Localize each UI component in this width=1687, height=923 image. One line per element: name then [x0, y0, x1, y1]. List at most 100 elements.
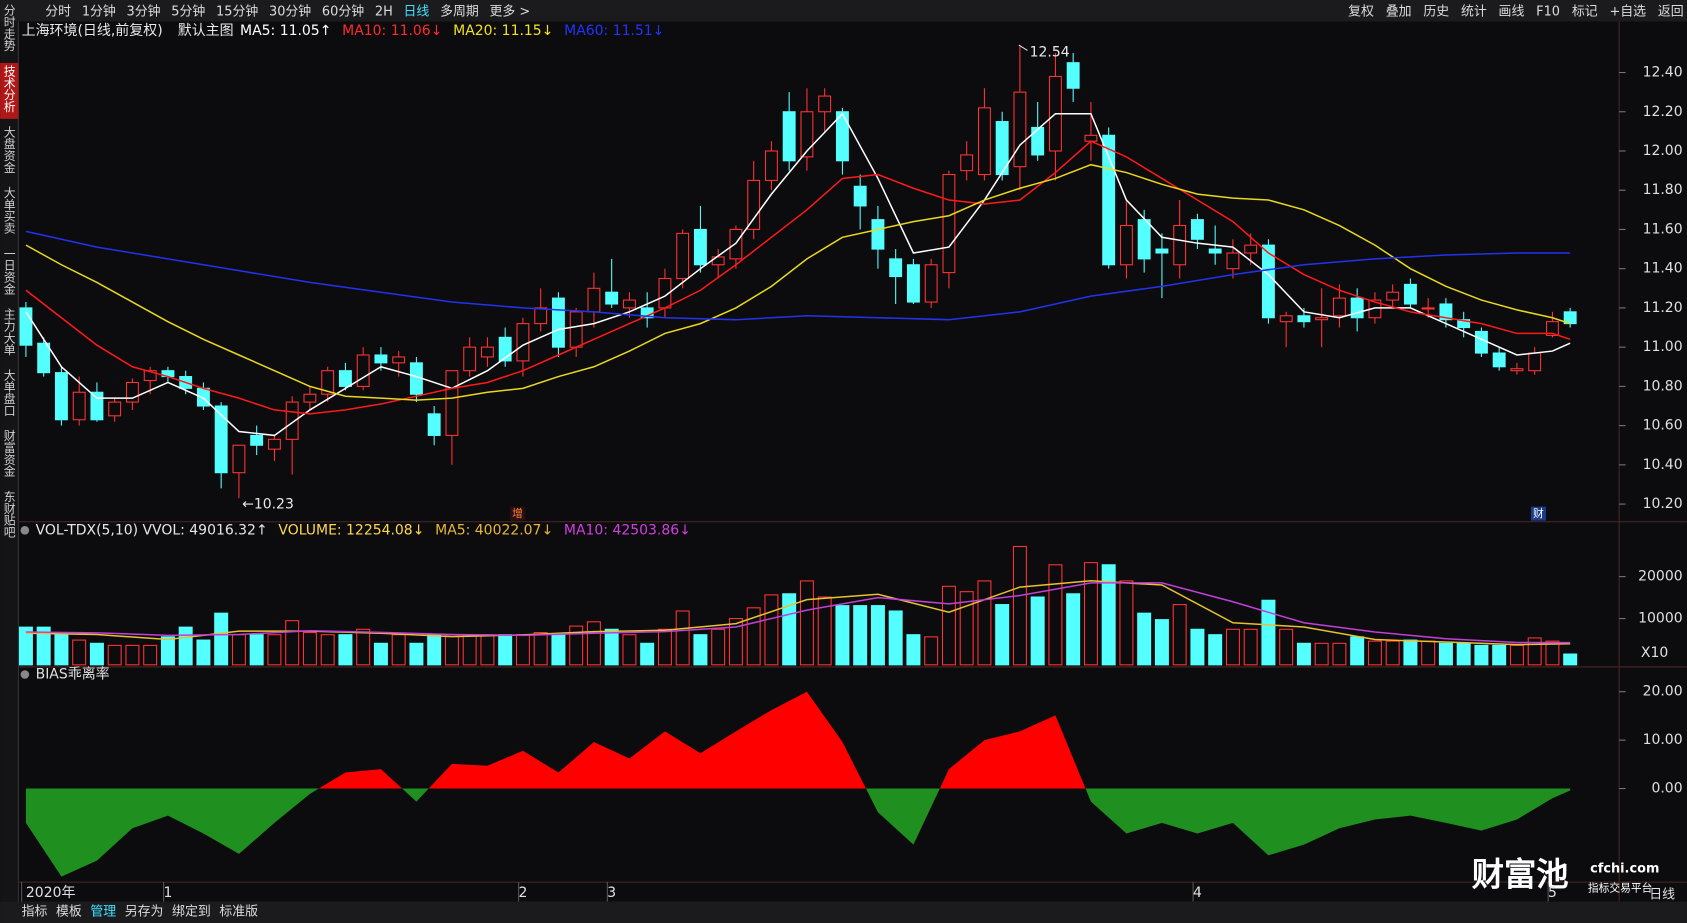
candle-body: [143, 370, 157, 382]
legend-icon[interactable]: [20, 526, 30, 535]
y-tick-label: 12.20: [1643, 104, 1683, 120]
tool-button[interactable]: 叠加: [1386, 4, 1412, 19]
volume-bar: [249, 634, 264, 666]
candle-body: [693, 228, 707, 266]
sidebar-tab[interactable]: 技术分析: [2, 65, 16, 113]
sidebar-tab[interactable]: 大单买卖: [2, 186, 16, 234]
sidebar-tab[interactable]: 大盘资金: [2, 125, 16, 173]
candle-body: [1528, 352, 1542, 372]
volume-bar: [1012, 545, 1027, 666]
watermark-brand: 财富池: [1472, 856, 1569, 894]
legend-item: MA10: 42503.86↓: [564, 522, 691, 538]
candle-body: [125, 381, 139, 403]
sidebar-tab[interactable]: 主力大单: [2, 308, 16, 356]
candle-body: [977, 107, 991, 176]
y-tick-label: 11.20: [1643, 300, 1683, 316]
period-tab[interactable]: 日线: [404, 4, 430, 19]
volume-ma-line: [25, 580, 1571, 646]
candle-body: [818, 95, 832, 113]
tool-button[interactable]: 历史: [1423, 4, 1449, 19]
candle-body: [480, 346, 494, 358]
volume-bar: [870, 605, 885, 666]
period-tab[interactable]: 60分钟: [322, 3, 364, 19]
bottom-tab[interactable]: 另存为: [125, 905, 164, 920]
tool-button[interactable]: 统计: [1461, 4, 1487, 19]
candle-body: [1013, 91, 1027, 168]
candle-body: [1279, 315, 1293, 323]
period-tab[interactable]: 分时: [45, 4, 71, 19]
tool-button[interactable]: 复权: [1348, 3, 1374, 19]
candle-body: [1084, 134, 1098, 142]
volume-bar: [427, 634, 442, 666]
candle-body: [729, 228, 743, 260]
volume-bar: [906, 634, 921, 666]
volume-bar: [320, 634, 335, 666]
volume-bar: [764, 594, 779, 666]
tool-button[interactable]: F10: [1536, 4, 1560, 19]
candle-body: [906, 264, 920, 303]
volume-bar: [533, 631, 548, 666]
bottom-tab[interactable]: 模板: [56, 905, 82, 920]
volume-bar: [586, 621, 601, 666]
period-tab[interactable]: 多周期: [440, 4, 479, 19]
x-tick-label: 5: [1548, 885, 1557, 901]
sidebar-tab[interactable]: 一日资金: [2, 247, 16, 294]
candle-body: [196, 387, 210, 407]
sidebar-tab[interactable]: 大单盘口: [2, 368, 16, 416]
bottom-tab[interactable]: 指标: [22, 905, 48, 920]
candle-body: [995, 121, 1009, 176]
sidebar-tab[interactable]: 东财贴吧: [2, 491, 16, 538]
low-label: ←10.23: [242, 497, 294, 513]
period-tab[interactable]: 15分钟: [216, 3, 258, 19]
y-tick-label: 20000: [1638, 569, 1682, 585]
candle-body: [1457, 319, 1471, 329]
period-tab[interactable]: 3分钟: [127, 3, 161, 19]
candle-body: [835, 111, 849, 162]
volume-bar: [1066, 593, 1081, 666]
period-tab[interactable]: 1分钟: [82, 3, 116, 19]
candle-body: [800, 111, 814, 158]
volume-bar: [480, 634, 495, 666]
candle-body: [1474, 330, 1488, 354]
chart-subtitle[interactable]: 默认主图: [178, 23, 234, 39]
bias-area-negative: [25, 788, 1571, 877]
candle-body: [427, 413, 441, 436]
event-marker[interactable]: 财: [1533, 507, 1544, 520]
bottom-tab[interactable]: 绑定到: [172, 905, 211, 920]
legend-item: VOL-TDX(5,10) VVOL: 49016.32↑: [36, 522, 268, 538]
event-marker[interactable]: 增: [512, 507, 523, 520]
tool-button[interactable]: 返回: [1658, 4, 1684, 19]
high-label: 12.54: [1030, 45, 1070, 61]
candle-body: [782, 111, 796, 162]
volume-bar: [36, 626, 51, 666]
candle-body: [1350, 297, 1364, 319]
volume-bar: [1350, 636, 1365, 666]
period-tab[interactable]: 30分钟: [269, 3, 311, 19]
bias-area-positive: [25, 691, 1571, 789]
candle-body: [1332, 297, 1346, 317]
period-tab[interactable]: 5分钟: [171, 3, 205, 19]
tool-button[interactable]: 标记: [1572, 4, 1598, 19]
sidebar-tab[interactable]: 财富资金: [2, 429, 16, 477]
ma-line: [25, 112, 1571, 437]
tool-button[interactable]: +自选: [1609, 4, 1646, 19]
tool-button[interactable]: 画线: [1499, 4, 1525, 19]
candle-body: [1386, 291, 1400, 301]
volume-bar: [125, 644, 140, 666]
volume-bar: [1279, 628, 1294, 666]
candle-body: [605, 291, 619, 305]
volume-bar: [977, 580, 992, 666]
sidebar-tab[interactable]: 分时走势: [2, 4, 16, 51]
legend-icon[interactable]: [20, 670, 30, 679]
period-tab[interactable]: 更多 >: [490, 4, 531, 19]
bottom-tab[interactable]: 标准版: [219, 905, 258, 920]
period-tab[interactable]: 2H: [375, 4, 393, 19]
candle-body: [889, 258, 903, 278]
volume-bar: [72, 639, 87, 666]
bottom-tab[interactable]: 管理: [90, 905, 116, 920]
candle-body: [498, 336, 512, 362]
candle-body: [72, 391, 86, 421]
volume-bar: [1492, 644, 1507, 666]
